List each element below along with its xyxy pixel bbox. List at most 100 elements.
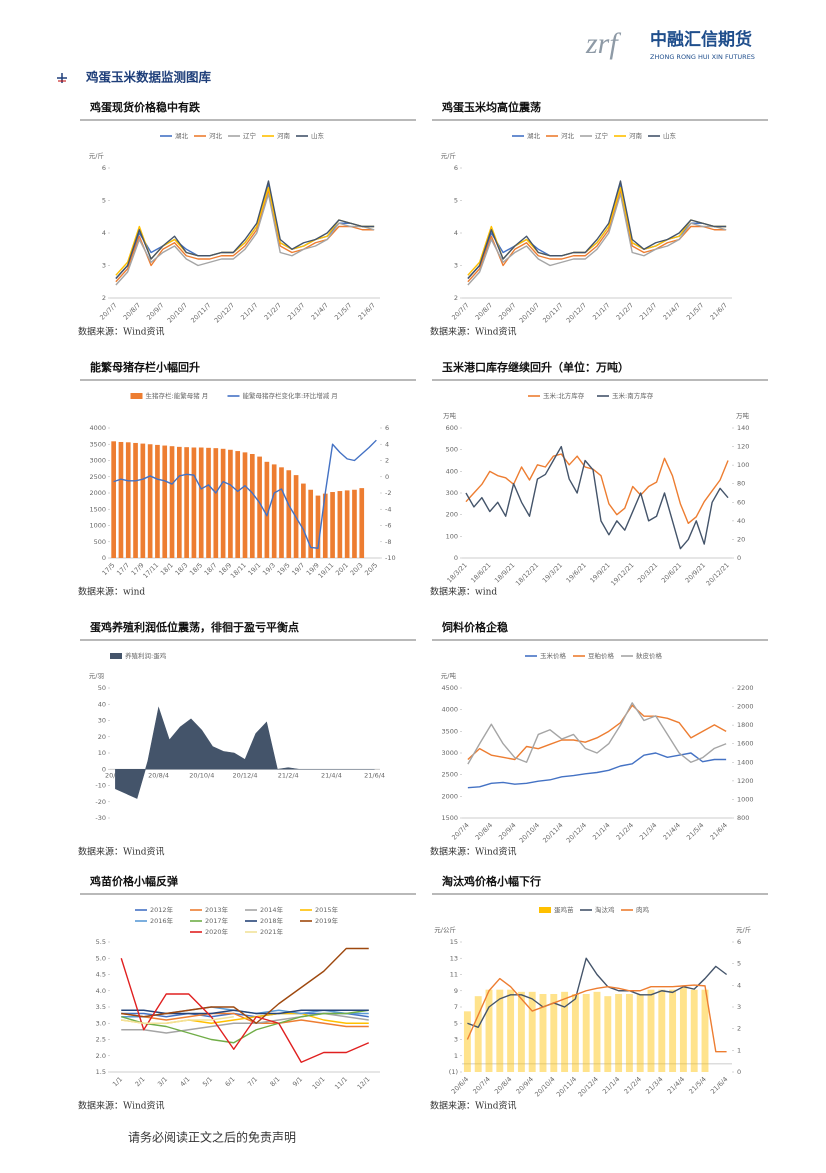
bar xyxy=(162,445,168,558)
x-tick-label: 20/8/4 xyxy=(493,1075,513,1095)
x-tick-label: 21/1/7 xyxy=(239,301,259,321)
bar xyxy=(308,489,314,558)
y-tick-label: 3.0 xyxy=(96,1019,106,1027)
x-tick-label: 21/3/7 xyxy=(638,301,658,321)
y-tick-label: 2 xyxy=(385,457,389,465)
legend-label: 2015年 xyxy=(315,905,339,914)
bar xyxy=(111,441,116,558)
bar xyxy=(690,989,698,1072)
bar xyxy=(264,461,270,558)
line xyxy=(121,1009,369,1044)
y-tick-label: 3500 xyxy=(89,440,106,448)
line xyxy=(465,453,729,525)
y-tick-label: 0 xyxy=(454,554,458,562)
bar xyxy=(242,452,248,558)
line xyxy=(467,702,727,765)
legend-swatch xyxy=(130,393,143,399)
bar xyxy=(155,444,160,558)
line xyxy=(115,193,375,286)
y-axis-unit: 元/吨 xyxy=(441,671,457,680)
x-tick-label: 20/11/4 xyxy=(555,1075,578,1098)
y-tick-label: 6 xyxy=(454,164,458,172)
y-tick-label: 100 xyxy=(737,461,749,469)
x-tick-label: 21/6/7 xyxy=(357,301,377,321)
y-tick-label: -30 xyxy=(95,814,106,822)
legend-label: 2014年 xyxy=(260,905,284,914)
bar xyxy=(337,491,343,558)
y-tick-label: 2200 xyxy=(737,684,754,692)
legend-label: 玉米:南方库存 xyxy=(612,391,654,400)
section-title: 鸡蛋玉米数据监测图库 xyxy=(85,70,212,85)
y-tick-label: 11 xyxy=(450,971,458,979)
panel-title: 鸡蛋玉米均高位震荡 xyxy=(441,100,541,114)
panel-title: 鸡苗价格小幅反弹 xyxy=(89,874,178,888)
y-tick-label: 3.5 xyxy=(96,1003,106,1011)
bar xyxy=(528,991,536,1072)
x-tick-label: 19/5 xyxy=(276,561,292,577)
x-tick-label: 20/10/7 xyxy=(518,301,541,324)
y-tick-label: 2000 xyxy=(737,703,754,711)
legend-label: 2018年 xyxy=(260,916,284,925)
x-tick-label: 20/10/7 xyxy=(166,301,189,324)
y-tick-label: 7 xyxy=(454,1003,458,1011)
x-tick-label: 21/2/7 xyxy=(263,301,283,321)
panel-title: 能繁母猪存栏小幅回升 xyxy=(90,360,200,374)
y-tick-label: (1) xyxy=(449,1068,458,1076)
company-name-en: ZHONG RONG HUI XIN FUTURES xyxy=(650,53,755,61)
y-tick-label: 9 xyxy=(454,987,458,995)
bar xyxy=(140,443,146,558)
y-tick-label: 4.0 xyxy=(96,987,106,995)
x-tick-label: 18/5 xyxy=(188,561,204,577)
line xyxy=(113,439,377,549)
y-axis-unit: 元/公斤 xyxy=(434,925,456,934)
y-tick-label: 0 xyxy=(102,765,106,773)
bar xyxy=(636,994,644,1072)
x-tick-label: 5/1 xyxy=(201,1075,214,1088)
y-axis-unit: 元/斤 xyxy=(89,151,105,160)
legend-label: 淘汰鸡 xyxy=(595,905,615,914)
y-tick-label: 5 xyxy=(454,197,458,205)
x-tick-label: 18/11 xyxy=(229,561,248,580)
legend-label: 养殖利润:蛋鸡 xyxy=(125,651,167,660)
line xyxy=(115,190,375,283)
y-tick-label: 60 xyxy=(737,498,745,506)
x-tick-label: 20/10/4 xyxy=(533,1075,556,1098)
y-tick-label: 2.5 xyxy=(96,1036,106,1044)
x-tick-label: 20/8/4 xyxy=(148,771,169,779)
x-tick-label: 20/10/4 xyxy=(189,771,214,779)
section-bullet xyxy=(57,73,67,83)
bar xyxy=(669,989,677,1072)
x-tick-label: 20/9/21 xyxy=(684,561,707,584)
legend-label: 2017年 xyxy=(205,916,229,925)
x-tick-label: 19/9/21 xyxy=(588,561,611,584)
panel-title: 饲料价格企稳 xyxy=(441,620,508,634)
y-tick-label: 3 xyxy=(102,262,106,270)
x-tick-label: 4/1 xyxy=(179,1075,192,1088)
bar xyxy=(315,495,321,558)
bar xyxy=(352,489,357,558)
x-tick-label: 20/3 xyxy=(349,561,365,577)
bar xyxy=(539,994,547,1072)
x-tick-label: 21/1/4 xyxy=(591,821,611,841)
y-tick-label: 3000 xyxy=(441,749,458,757)
bar xyxy=(220,448,226,558)
y-tick-label: 2 xyxy=(454,294,458,302)
y-tick-label: 5 xyxy=(102,197,106,205)
y-tick-label: 4.5 xyxy=(96,971,106,979)
x-tick-label: 20/11/4 xyxy=(541,821,564,844)
line xyxy=(467,704,727,761)
x-tick-label: 21/3/4 xyxy=(638,821,658,841)
y-tick-label: 4000 xyxy=(441,706,458,714)
legend-label: 湖北 xyxy=(527,131,541,140)
x-tick-label: 18/7 xyxy=(203,561,219,577)
chart-panel: 淘汰鸡价格小幅下行数据来源：Wind资讯(1)13579111315012345… xyxy=(430,874,768,1112)
y-tick-label: -4 xyxy=(385,505,391,513)
x-tick-label: 20/9/4 xyxy=(515,1075,535,1095)
y-tick-label: 1200 xyxy=(737,777,754,785)
line xyxy=(467,957,728,1029)
x-tick-label: 20/3/21 xyxy=(636,561,659,584)
legend-label: 辽宁 xyxy=(243,131,257,140)
x-tick-label: 9/1 xyxy=(291,1075,304,1088)
